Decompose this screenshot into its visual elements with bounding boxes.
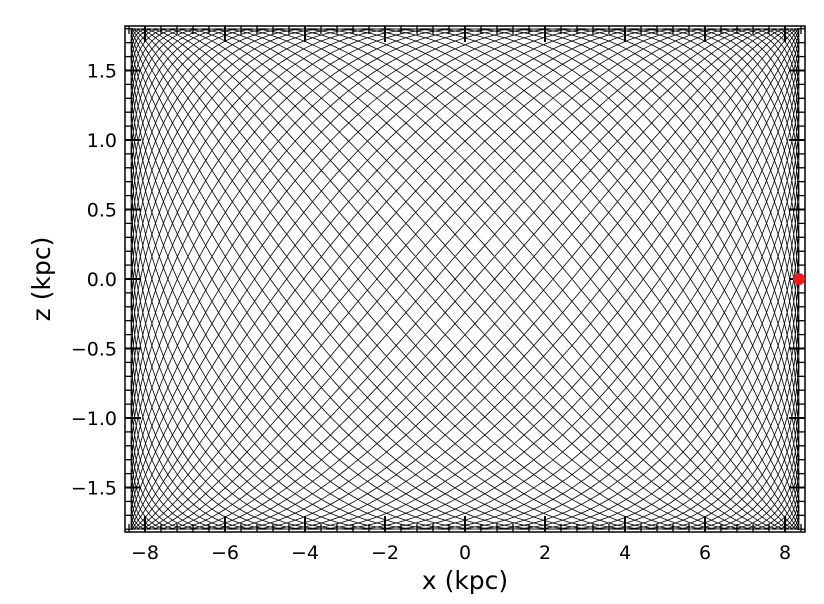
x-tick-label: −2 [371, 542, 399, 564]
y-axis-label: z (kpc) [27, 237, 56, 322]
x-tick-label: −8 [131, 542, 159, 564]
y-tick-label: 1.5 [87, 60, 117, 82]
current-position-marker [793, 273, 805, 285]
y-tick-label: 0.0 [87, 269, 117, 291]
y-tick-label: 1.0 [87, 130, 117, 152]
orbit-trajectory [130, 28, 800, 530]
x-tick-label: 4 [619, 542, 631, 564]
x-tick-label: −6 [211, 542, 239, 564]
x-tick-label: 0 [459, 542, 471, 564]
y-tick-label: 0.5 [87, 199, 117, 221]
orbit-series-line [130, 28, 800, 530]
x-tick-label: 8 [779, 542, 791, 564]
tick-labels: −8 −6 −4 −2 0 2 4 6 8 1.5 1.0 0.5 0.0 −0.5 −1.0 −1.5 [71, 60, 791, 564]
x-tick-label: −4 [291, 542, 319, 564]
plot-frame [124, 25, 806, 533]
x-tick-label: 2 [539, 542, 551, 564]
y-tick-label: −1.0 [71, 408, 117, 430]
y-tick-label: −0.5 [71, 339, 117, 361]
x-tick-label: 6 [699, 542, 711, 564]
axis-ticks [125, 26, 805, 532]
x-axis-label: x (kpc) [422, 566, 508, 595]
y-tick-label: −1.5 [71, 478, 117, 500]
